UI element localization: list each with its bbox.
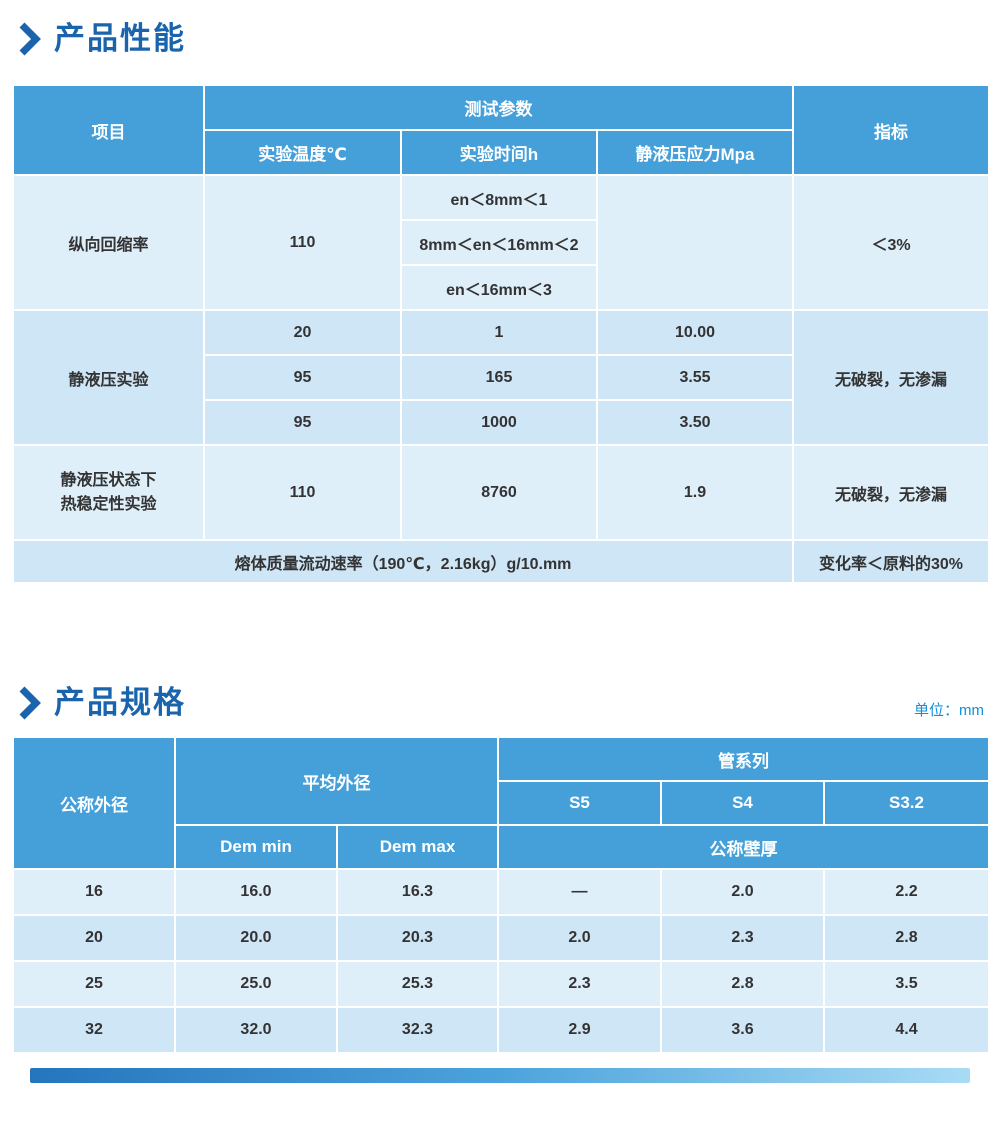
col-header-pressure: 静液压应力Mpa [595, 129, 795, 176]
hydrostatic-temp: 95 [203, 399, 402, 446]
thermal-name-line2: 热稳定性实验 [60, 495, 157, 513]
section-spec-header-row: 产品规格 单位：mm [12, 684, 988, 722]
spec-cell: 20.0 [174, 914, 338, 962]
hydrostatic-time: 1 [400, 309, 598, 356]
unit-label: 单位：mm [914, 702, 984, 719]
hydrostatic-time: 165 [400, 354, 598, 401]
spec-cell: 3.5 [822, 960, 991, 1008]
section-spec-header: 产品规格 [12, 684, 186, 722]
hydrostatic-name: 静液压实验 [12, 309, 205, 446]
thermal-indicator: 无破裂，无渗漏 [792, 444, 991, 541]
spec-cell: 2.8 [822, 914, 991, 962]
shrinkage-temp: 110 [203, 174, 402, 311]
section-performance-header: 产品性能 [12, 20, 988, 58]
shrinkage-condition: en＜8mm＜1 [400, 174, 598, 221]
spec-cell: 16.0 [174, 868, 338, 916]
melt-flow-label: 熔体质量流动速率（190℃，2.16kg）g/10.mm [11, 539, 795, 584]
spec-cell: 2.3 [660, 914, 825, 962]
shrinkage-condition: en＜16mm＜3 [400, 264, 598, 311]
hydrostatic-temp: 95 [203, 354, 402, 401]
chevron-right-icon [19, 686, 41, 720]
col-header-s4: S4 [660, 780, 825, 826]
col-header-temperature: 实验温度℃ [203, 129, 402, 176]
thermal-time: 8760 [400, 444, 598, 541]
spec-cell: — [497, 868, 662, 916]
spec-cell: 3.6 [660, 1006, 825, 1054]
shrinkage-indicator: ＜3% [792, 174, 991, 311]
col-header-s5: S5 [497, 780, 662, 826]
col-header-test-params: 测试参数 [202, 84, 795, 131]
spec-cell: 25 [12, 960, 176, 1008]
spec-cell: 25.0 [174, 960, 338, 1008]
hydrostatic-pressure: 3.50 [595, 399, 795, 446]
section-spec-title: 产品规格 [54, 685, 186, 720]
spec-cell: 32.3 [336, 1006, 499, 1054]
spec-cell: 20 [12, 914, 176, 962]
col-header-avg-od: 平均外径 [174, 736, 499, 826]
col-header-dem-max: Dem max [336, 824, 499, 870]
col-header-time: 实验时间h [400, 129, 598, 176]
page: 产品性能 项目 测试参数 指标 实验温度℃ 实验时间h 静液压应力Mpa 纵向回… [11, 20, 991, 1083]
spec-cell: 25.3 [336, 960, 499, 1008]
hydrostatic-indicator: 无破裂，无渗漏 [792, 309, 991, 446]
col-header-nominal-od: 公称外径 [12, 736, 176, 870]
melt-flow-indicator: 变化率＜原料的30% [792, 539, 991, 584]
spec-cell: 2.8 [660, 960, 825, 1008]
thermal-name: 静液压状态下 热稳定性实验 [12, 444, 205, 541]
hydrostatic-temp: 20 [203, 309, 402, 356]
thermal-pressure: 1.9 [595, 444, 795, 541]
spec-cell: 2.2 [822, 868, 991, 916]
spec-cell: 4.4 [822, 1006, 991, 1054]
col-header-item: 项目 [12, 84, 205, 176]
spec-cell: 2.0 [660, 868, 825, 916]
col-header-indicator: 指标 [792, 84, 991, 176]
spec-table: 公称外径 平均外径 管系列 S5 S4 S3.2 Dem min Dem max… [12, 736, 991, 1054]
chevron-right-icon [19, 22, 41, 56]
hydrostatic-pressure: 10.00 [595, 309, 795, 356]
shrinkage-condition: 8mm＜en＜16mm＜2 [400, 219, 598, 266]
col-header-s32: S3.2 [822, 780, 991, 826]
hydrostatic-time: 1000 [400, 399, 598, 446]
thermal-name-line1: 静液压状态下 [60, 471, 157, 489]
hydrostatic-pressure: 3.55 [595, 354, 795, 401]
thermal-temp: 110 [203, 444, 402, 541]
spec-cell: 32.0 [174, 1006, 338, 1054]
spec-cell: 32 [12, 1006, 176, 1054]
spec-cell: 20.3 [336, 914, 499, 962]
section-performance-title: 产品性能 [54, 21, 186, 56]
col-header-wall-thickness: 公称壁厚 [496, 824, 991, 870]
spec-cell: 2.0 [497, 914, 662, 962]
spec-cell: 2.3 [497, 960, 662, 1008]
performance-table: 项目 测试参数 指标 实验温度℃ 实验时间h 静液压应力Mpa 纵向回缩率 11… [11, 84, 991, 584]
col-header-pipe-series: 管系列 [496, 736, 991, 782]
shrinkage-name: 纵向回缩率 [12, 174, 205, 311]
spec-cell: 16 [12, 868, 176, 916]
spec-cell: 16.3 [336, 868, 499, 916]
shrinkage-pressure [595, 174, 795, 311]
col-header-dem-min: Dem min [174, 824, 338, 870]
footer-gradient-bar [30, 1068, 970, 1083]
spec-cell: 2.9 [497, 1006, 662, 1054]
